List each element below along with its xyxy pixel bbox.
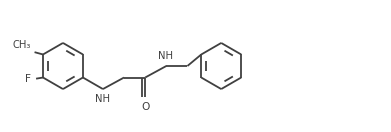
Text: NH: NH [95, 94, 110, 104]
Text: F: F [25, 74, 32, 84]
Text: NH: NH [158, 51, 173, 61]
Text: O: O [141, 102, 149, 112]
Text: CH₃: CH₃ [13, 40, 31, 50]
